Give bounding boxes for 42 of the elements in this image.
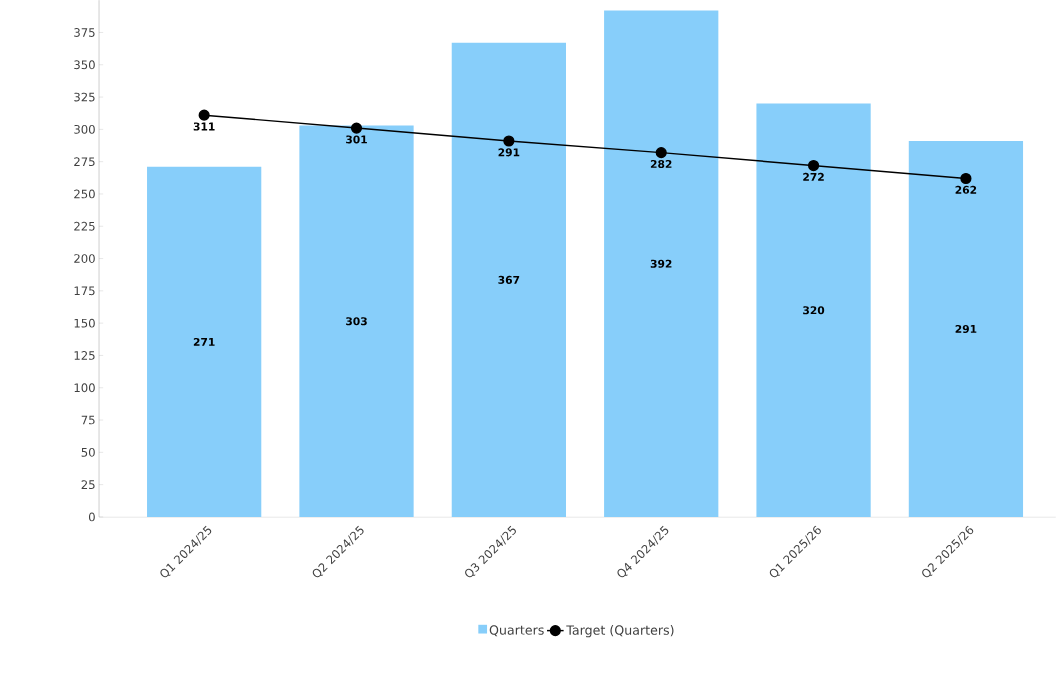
- bar: [756, 103, 871, 518]
- data-label: 282: [650, 160, 672, 169]
- y-tick-label: 50: [81, 448, 95, 457]
- bar: [451, 43, 566, 518]
- y-tick-label: 125: [74, 351, 95, 361]
- data-label: 392: [650, 259, 672, 268]
- y-tick-label: 250: [74, 189, 95, 199]
- y-tick-label: 300: [74, 125, 95, 134]
- y-tick-label: 75: [81, 415, 95, 425]
- data-label: 320: [803, 306, 825, 315]
- y-tick-label: 0: [88, 512, 95, 522]
- data-label: 272: [803, 173, 824, 181]
- y-tick-label: 325: [74, 92, 95, 102]
- data-label: 367: [498, 276, 520, 285]
- data-label: 291: [955, 325, 977, 334]
- y-tick-label: 175: [74, 286, 95, 296]
- data-label: 303: [346, 317, 367, 326]
- bar: [604, 10, 719, 518]
- bar: [147, 167, 262, 518]
- y-tick-label: 150: [74, 318, 95, 328]
- legend-label: Quarters: [489, 625, 544, 637]
- bar: [908, 141, 1024, 518]
- point: [960, 173, 972, 185]
- y-tick-label: 275: [74, 157, 95, 167]
- y-tick-label: 225: [74, 222, 95, 231]
- y-tick-label: 350: [74, 60, 95, 70]
- y-tick-label: 25: [81, 480, 95, 490]
- y-tick-label: 375: [74, 28, 95, 38]
- y-tick-label: 100: [74, 383, 95, 393]
- legend-label: Target (Quarters): [566, 625, 674, 638]
- point: [807, 160, 820, 172]
- data-label: 262: [955, 185, 977, 195]
- data-label: 311: [193, 122, 215, 131]
- point: [198, 109, 210, 121]
- data-label: 301: [346, 135, 367, 144]
- bar: [299, 125, 414, 518]
- y-tick-label: 200: [74, 254, 95, 264]
- point: [655, 147, 667, 159]
- point: [503, 135, 515, 147]
- data-label: 291: [498, 148, 520, 157]
- point: [350, 122, 363, 134]
- data-label: 271: [193, 338, 215, 347]
